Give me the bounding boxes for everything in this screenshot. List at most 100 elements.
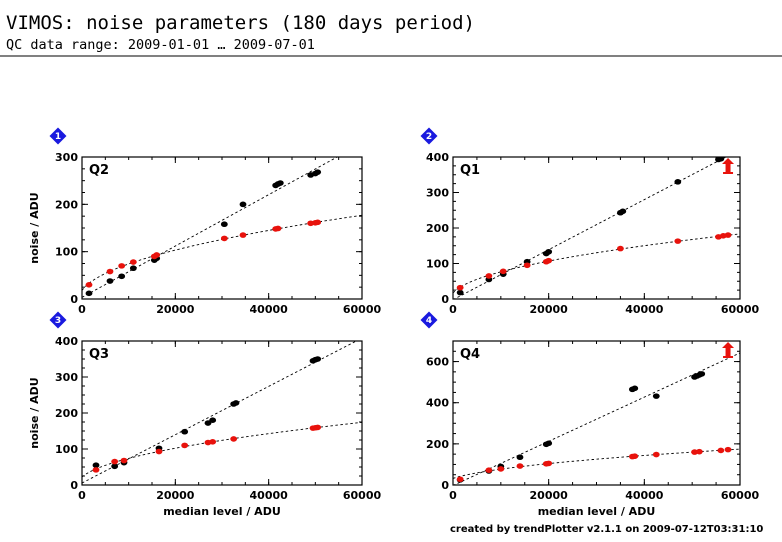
x-tick-label: 60000	[721, 489, 760, 502]
fit-line-black	[453, 352, 740, 485]
data-point-red	[155, 448, 163, 455]
y-tick-label: 600	[426, 356, 449, 369]
data-point-black	[232, 400, 240, 406]
data-point-black	[619, 208, 627, 215]
y-tick-label: 400	[55, 335, 78, 348]
y-tick-label: 200	[426, 222, 449, 235]
data-point-black	[92, 462, 100, 469]
x-tick-label: 0	[78, 303, 86, 316]
data-point-red	[516, 463, 524, 469]
page-subtitle: QC data range: 2009-01-01 … 2009-07-01	[6, 37, 315, 53]
data-point-red	[456, 476, 464, 483]
y-tick-label: 200	[55, 198, 78, 211]
data-point-black	[111, 463, 119, 470]
y-tick-label: 200	[426, 438, 449, 451]
data-point-black	[85, 290, 93, 297]
data-point-black	[698, 371, 706, 377]
x-tick-label: 20000	[156, 489, 195, 502]
x-tick-label: 60000	[721, 303, 760, 316]
data-point-red	[314, 219, 322, 226]
chip-badge-number: 4	[426, 316, 432, 326]
chart-panel-2: 0 20000 40000 60000 0 100 200 300 400 Q1 2	[420, 127, 760, 316]
quadrant-label: Q4	[460, 347, 480, 362]
data-point-red	[209, 439, 217, 445]
chip-badge-number: 1	[55, 132, 61, 142]
data-point-red	[485, 467, 493, 473]
data-point-red	[456, 284, 464, 291]
y-tick-label: 300	[426, 187, 449, 200]
x-tick-label: 40000	[625, 303, 664, 316]
y-tick-label: 300	[55, 151, 78, 164]
data-point-red	[220, 235, 228, 242]
data-point-black	[118, 273, 126, 280]
data-point-red	[724, 446, 732, 453]
quadrant-label: Q2	[89, 163, 109, 178]
x-tick-label: 40000	[625, 489, 664, 502]
fit-line-red	[453, 233, 740, 294]
data-point-red	[631, 453, 639, 460]
fit-line-black	[453, 157, 727, 299]
data-point-red	[545, 460, 553, 467]
y-tick-label: 300	[55, 371, 78, 384]
data-point-black	[239, 201, 247, 208]
data-point-red	[617, 245, 624, 252]
x-tick-label: 0	[449, 303, 457, 316]
data-point-black	[631, 385, 639, 392]
data-point-black	[717, 157, 725, 162]
data-point-red	[274, 225, 282, 232]
x-tick-label: 0	[449, 489, 457, 502]
quadrant-label: Q3	[89, 347, 109, 362]
y-tick-label: 100	[55, 443, 78, 456]
data-point-black	[276, 180, 284, 186]
data-point-red	[497, 466, 505, 472]
chart-panel-1: 0 20000 40000 60000 0 100 200 300 noise / ADU Q2 1	[28, 127, 382, 316]
data-point-red	[314, 424, 322, 431]
fit-line-red	[82, 214, 362, 291]
plot-data	[453, 352, 740, 485]
data-point-black	[545, 440, 553, 447]
data-point-red	[499, 268, 507, 275]
data-point-black	[204, 420, 212, 426]
chart-panel-3: 0 20000 40000 60000 0 100 200 300 400 noise / ADU…	[28, 311, 381, 518]
x-tick-label: 20000	[530, 489, 569, 502]
out-of-range-arrow	[722, 158, 735, 174]
data-point-black	[129, 265, 137, 272]
x-tick-label: 20000	[530, 303, 569, 316]
page-title: VIMOS: noise parameters (180 days period…	[6, 12, 475, 34]
y-tick-label: 400	[426, 151, 449, 164]
data-point-black	[545, 248, 553, 255]
data-point-red	[239, 232, 247, 238]
data-point-red	[523, 262, 531, 269]
data-point-red	[545, 257, 553, 264]
x-tick-label: 40000	[250, 303, 289, 316]
plot-data	[82, 341, 362, 484]
data-point-black	[674, 179, 682, 185]
data-point-black	[314, 169, 322, 175]
data-point-red	[485, 273, 493, 279]
data-point-red	[120, 457, 128, 464]
y-tick-label: 0	[70, 479, 78, 492]
y-tick-label: 200	[55, 407, 78, 420]
x-tick-label: 60000	[343, 303, 382, 316]
data-point-red	[674, 238, 682, 244]
y-tick-label: 100	[426, 258, 449, 271]
data-point-black	[652, 393, 660, 399]
y-axis-label: noise / ADU	[28, 192, 41, 263]
data-point-red	[230, 436, 238, 442]
y-tick-label: 0	[441, 479, 449, 492]
quadrant-label: Q1	[460, 163, 480, 178]
data-point-red	[85, 282, 93, 288]
data-point-black	[456, 289, 464, 296]
y-tick-label: 100	[55, 246, 78, 259]
y-tick-label: 400	[426, 397, 449, 410]
plot-data	[82, 157, 362, 298]
data-point-red	[181, 442, 189, 449]
y-axis-label: noise / ADU	[28, 377, 41, 448]
footer-credit: created by trendPlotter v2.1.1 on 2009-0…	[450, 524, 763, 535]
chart-panel-4: 0 20000 40000 60000 0 200 400 600 median level /…	[420, 311, 760, 518]
out-of-range-arrow	[722, 342, 735, 358]
x-tick-label: 0	[78, 489, 86, 502]
plot-frame	[452, 340, 741, 486]
